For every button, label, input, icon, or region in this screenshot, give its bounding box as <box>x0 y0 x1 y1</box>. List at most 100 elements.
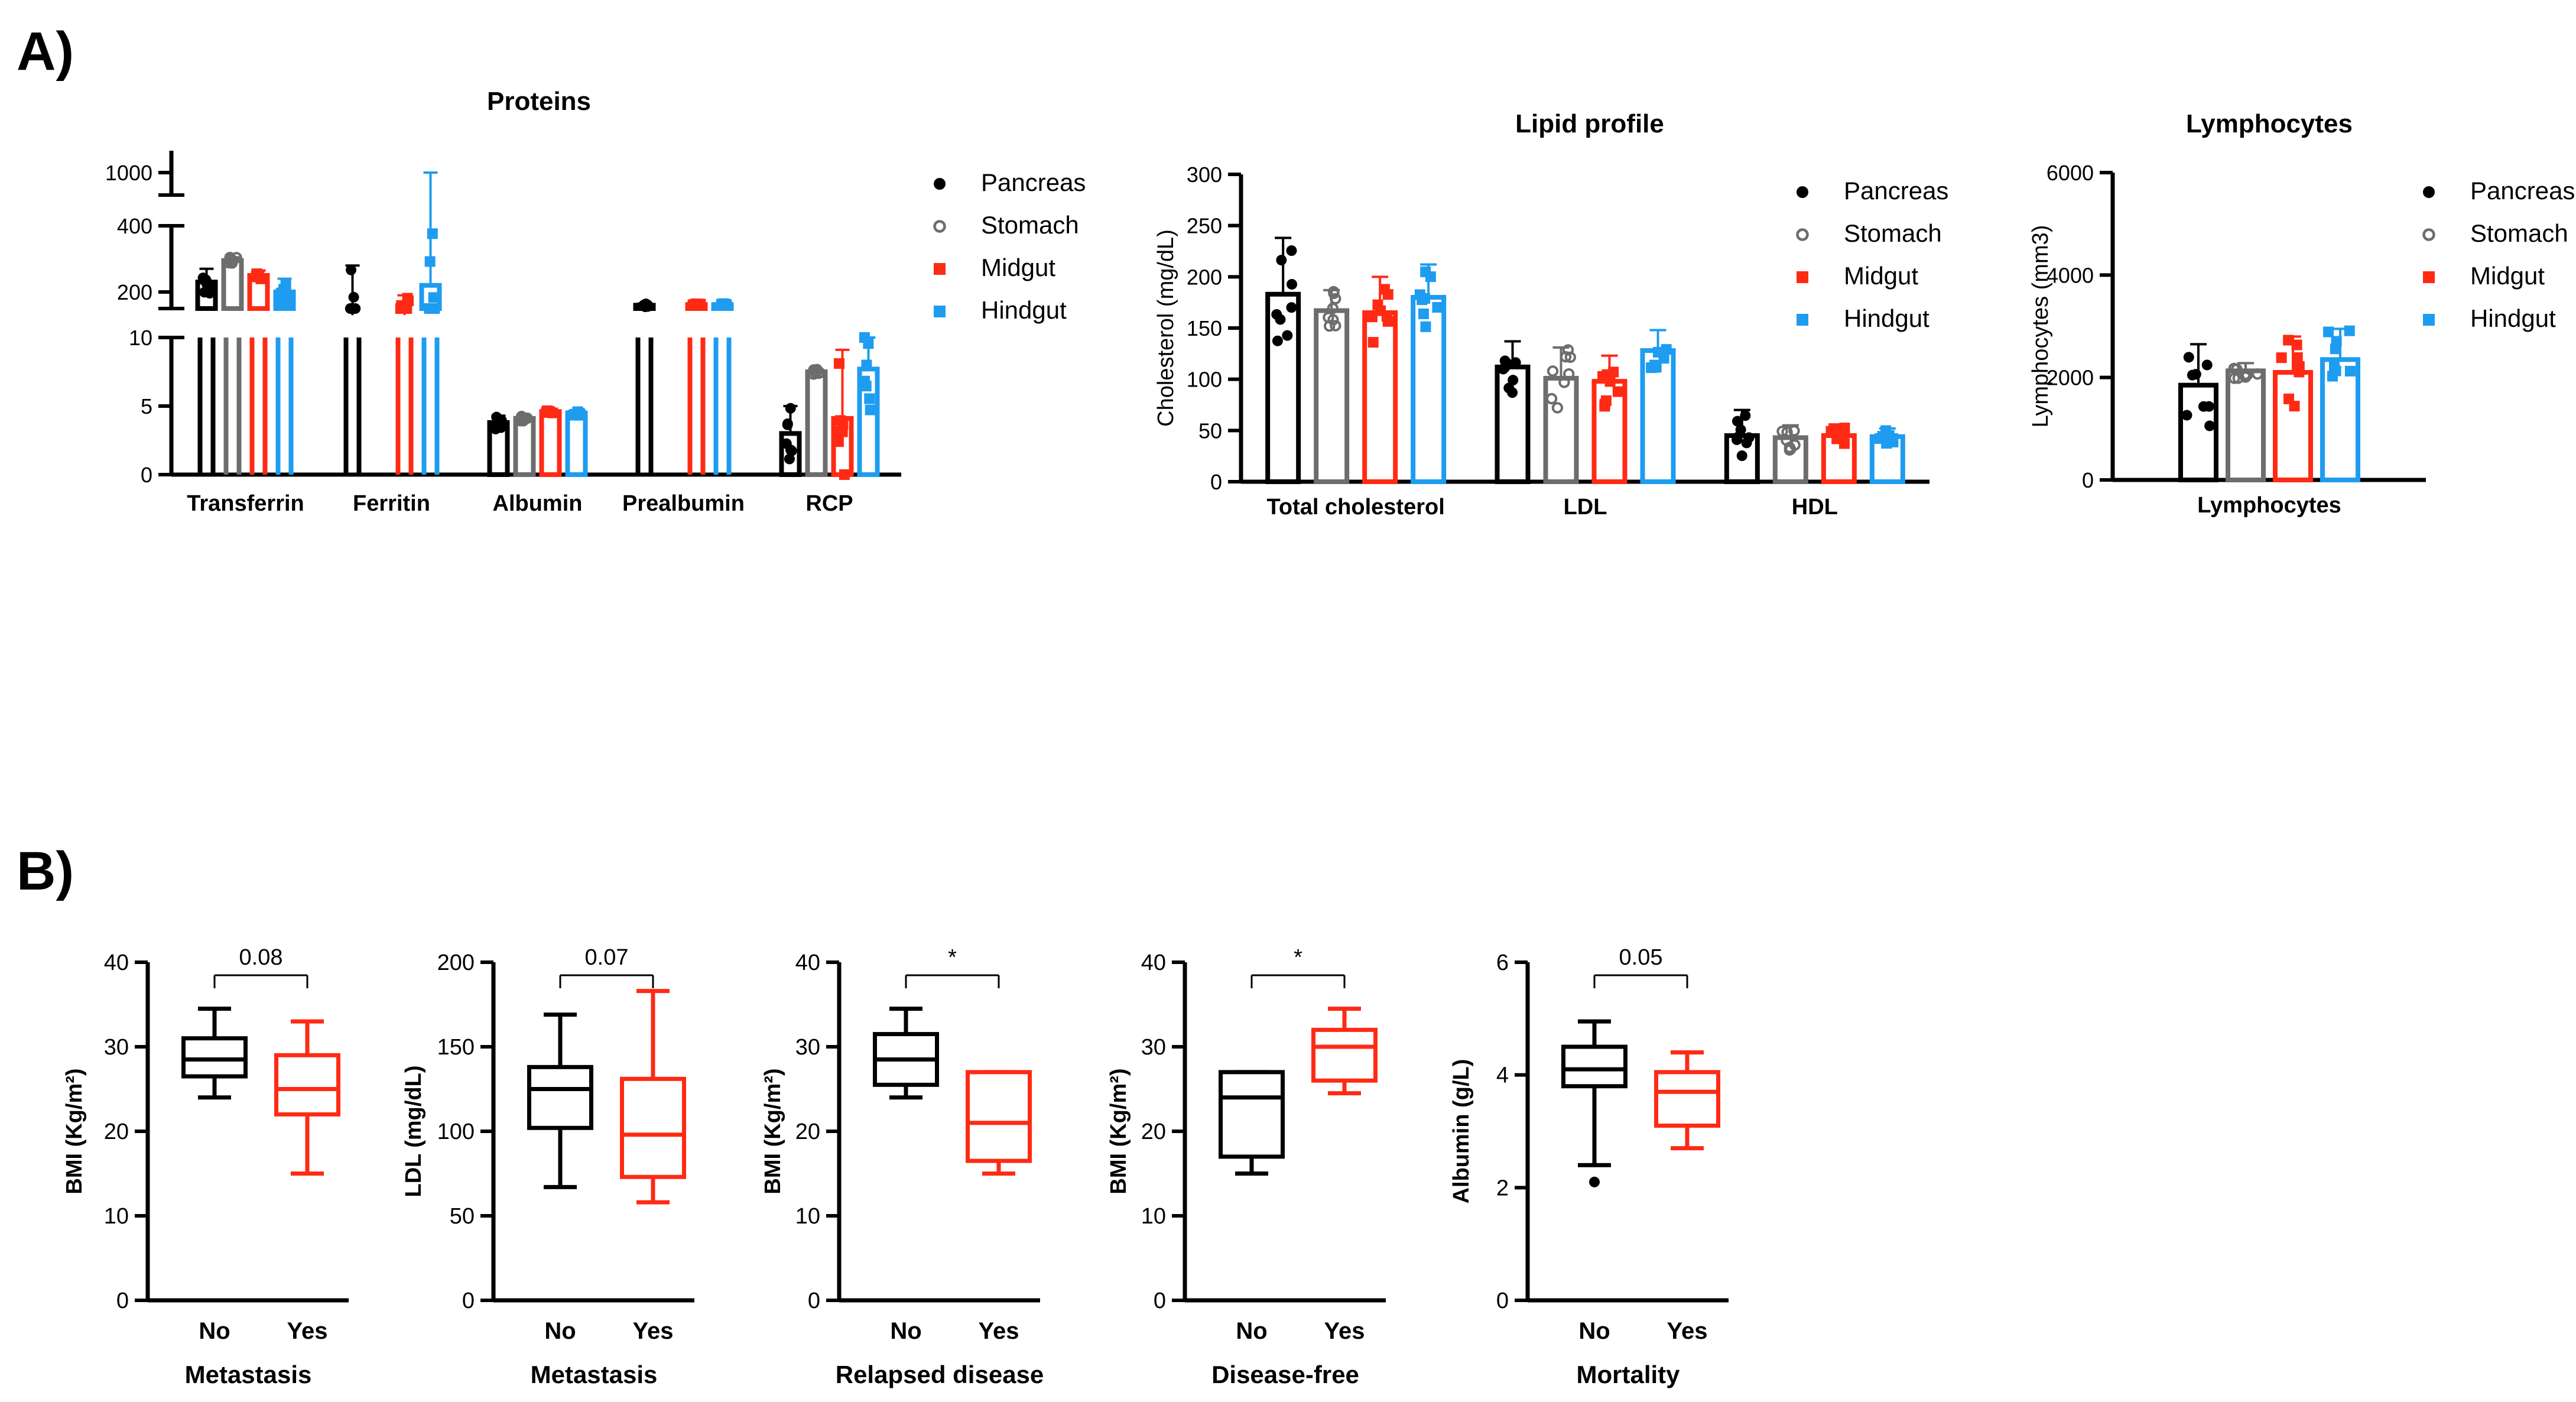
data-point-proteins <box>428 292 439 303</box>
legend-marker-pancreas <box>934 178 946 190</box>
data-point-lipid <box>1599 398 1610 410</box>
data-point-lipid <box>1510 357 1521 368</box>
y-tick-label-box1: 40 <box>104 950 129 975</box>
data-point-proteins <box>834 426 846 437</box>
p-value-box4: * <box>1294 945 1302 970</box>
y-tick-label-lipid: 100 <box>1187 368 1222 392</box>
data-point-lipid <box>1547 365 1559 377</box>
data-point-lymphocytes <box>2198 401 2209 412</box>
data-point-lymphocytes <box>2183 352 2194 363</box>
data-point-proteins <box>860 381 872 392</box>
category-label-proteins: Ferritin <box>353 491 430 516</box>
data-point-lipid <box>1327 302 1339 314</box>
data-point-lipid <box>1732 416 1743 427</box>
category-label-lipid: LDL <box>1564 495 1607 520</box>
chart-title-proteins: Proteins <box>487 87 591 116</box>
data-point-proteins <box>429 303 440 314</box>
data-point-lipid <box>1327 285 1340 298</box>
legend-marker-hindgut <box>2423 314 2435 326</box>
y-tick-label-box2: 200 <box>437 950 475 975</box>
legend-label-stomach: Stomach <box>981 211 1079 239</box>
bar-lymphocytes-midgut <box>2273 370 2313 482</box>
data-point-lymphocytes <box>2181 410 2192 421</box>
legend-label-pancreas: Pancreas <box>2470 177 2575 205</box>
data-point-lipid <box>1776 426 1788 437</box>
data-point-proteins <box>785 403 796 414</box>
data-point-proteins <box>280 280 291 291</box>
legend-marker-midgut <box>2423 271 2435 283</box>
data-point-lipid <box>1372 299 1383 310</box>
data-point-proteins <box>496 421 507 432</box>
legend-label-midgut: Midgut <box>981 254 1055 281</box>
data-point-proteins <box>863 338 874 349</box>
data-point-lipid <box>1282 330 1293 341</box>
x-axis-label-box1: Metastasis <box>185 1361 312 1388</box>
y-tick-label-lymphocytes: 0 <box>2082 468 2094 492</box>
data-point-lipid <box>1788 425 1800 437</box>
data-point-proteins <box>197 272 209 284</box>
data-point-lipid <box>1661 344 1672 355</box>
x-axis-label-box3: Relapsed disease <box>836 1361 1044 1388</box>
legend-marker-stomach <box>933 220 946 233</box>
data-point-proteins <box>398 303 409 314</box>
y-tick-label-box4: 0 <box>1154 1289 1166 1313</box>
legend-label-hindgut: Hindgut <box>2470 304 2556 332</box>
data-point-proteins <box>346 264 357 275</box>
data-point-proteins <box>782 418 793 429</box>
data-point-lipid <box>1564 351 1577 364</box>
x-tick-label-box5: No <box>1578 1318 1610 1344</box>
data-point-lipid <box>1545 392 1558 405</box>
data-point-lipid <box>1651 361 1662 372</box>
data-point-proteins <box>348 291 359 303</box>
x-tick-label-box1: Yes <box>287 1318 328 1344</box>
data-point-lipid <box>1420 321 1431 332</box>
data-point-proteins <box>547 407 558 418</box>
data-point-lipid <box>1271 309 1282 320</box>
y-tick-label-proteins: 10 <box>129 326 152 350</box>
box-box4 <box>1311 1027 1378 1083</box>
data-point-lipid <box>1286 245 1297 257</box>
y-tick-label-box5: 4 <box>1496 1063 1509 1088</box>
data-point-proteins <box>784 453 795 465</box>
y-tick-label-lipid: 0 <box>1210 470 1222 494</box>
data-point-lipid <box>1736 450 1747 462</box>
category-label-lipid: HDL <box>1792 495 1838 520</box>
data-point-lipid <box>1743 432 1755 443</box>
y-tick-label-box4: 20 <box>1141 1119 1166 1144</box>
data-point-proteins <box>517 415 530 427</box>
box-box5 <box>1654 1070 1720 1128</box>
y-tick-label-proteins: 400 <box>117 214 152 238</box>
bar-lymphocytes-stomach <box>2226 368 2266 483</box>
data-point-lymphocytes <box>2292 352 2303 364</box>
x-axis-label-box4: Disease-free <box>1211 1361 1359 1388</box>
x-tick-label-box1: No <box>199 1318 230 1344</box>
legend-label-stomach: Stomach <box>1844 219 1942 247</box>
legend-marker-midgut <box>1797 271 1808 283</box>
data-point-lipid <box>1877 431 1888 442</box>
legend-label-pancreas: Pancreas <box>981 168 1086 196</box>
data-point-lymphocytes <box>2344 365 2356 377</box>
y-tick-label-box3: 30 <box>795 1035 820 1060</box>
data-point-lipid <box>1740 410 1751 421</box>
chart-title-lymphocytes: Lymphocytes <box>2186 109 2353 138</box>
data-point-lymphocytes <box>2330 365 2341 377</box>
data-point-lipid <box>1508 375 1519 386</box>
y-tick-label-lipid: 250 <box>1187 214 1222 238</box>
data-point-lipid <box>1828 423 1840 434</box>
box-box1 <box>274 1053 340 1117</box>
y-axis-label-lymphocytes: Lymphocytes (mm3) <box>2028 225 2053 428</box>
x-axis-label-box5: Mortality <box>1576 1361 1680 1388</box>
data-point-proteins <box>427 228 438 239</box>
y-tick-label-lipid: 300 <box>1187 163 1222 187</box>
y-tick-label-box3: 40 <box>795 950 820 975</box>
data-point-proteins <box>687 299 699 310</box>
data-point-proteins <box>226 257 238 269</box>
chart-box2: 0 50 100 150 200 LDL (mg/dL) Metastasis No Yes 0.… <box>401 945 694 1388</box>
y-tick-label-box2: 50 <box>450 1204 475 1229</box>
data-point-lipid <box>1499 355 1510 366</box>
y-tick-label-box2: 150 <box>437 1035 475 1060</box>
legend-marker-pancreas <box>2423 186 2435 198</box>
legend-marker-stomach <box>2422 228 2435 241</box>
y-axis-label-box2: LDL (mg/dL) <box>401 1065 426 1197</box>
